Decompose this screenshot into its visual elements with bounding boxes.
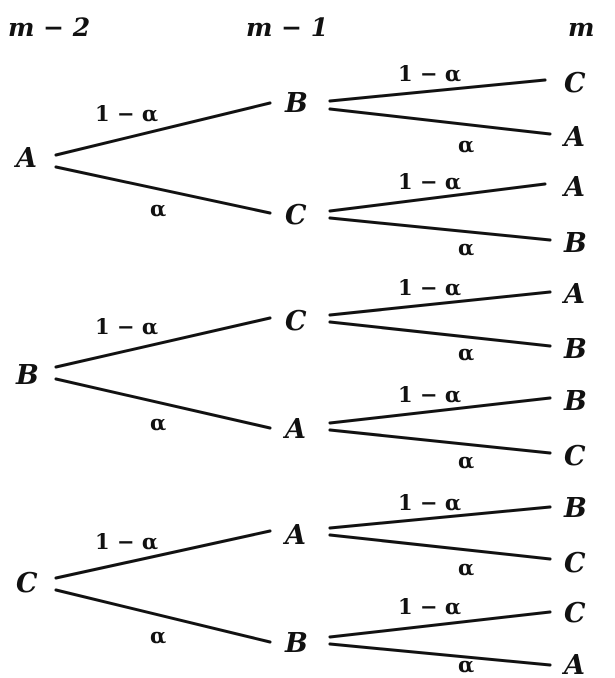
- leaf-node: A: [561, 172, 585, 203]
- mid-node: C: [285, 200, 307, 231]
- edge: [328, 182, 547, 213]
- edge: [328, 505, 552, 530]
- header-m-minus-1: m − 1: [246, 13, 328, 42]
- edge-label: α: [150, 196, 166, 221]
- edge-label: α: [458, 652, 474, 677]
- edge: [328, 396, 552, 425]
- edge-label: 1 − α: [398, 382, 461, 407]
- leaf-node: A: [561, 279, 585, 310]
- tree-2: B 1 − α α C 1 − α α A B A 1 − α α B C: [15, 275, 587, 473]
- leaf-node: C: [564, 68, 586, 99]
- edge: [54, 529, 272, 580]
- edge-label: α: [458, 448, 474, 473]
- edge-label: 1 − α: [398, 275, 461, 300]
- edge-label: 1 − α: [398, 594, 461, 619]
- edge: [328, 533, 552, 561]
- edge-label: 1 − α: [95, 529, 158, 554]
- edge: [328, 78, 547, 103]
- leaf-node: A: [561, 122, 585, 153]
- edge-label: 1 − α: [398, 490, 461, 515]
- edge: [328, 107, 552, 136]
- edge-label: 1 − α: [95, 314, 158, 339]
- leaf-node: B: [563, 228, 587, 259]
- edge: [54, 316, 272, 369]
- edge: [54, 588, 272, 644]
- edge: [328, 428, 552, 455]
- edge: [328, 290, 552, 317]
- leaf-node: C: [564, 441, 586, 472]
- tree-3: C 1 − α α A 1 − α α B C B 1 − α α C A: [16, 490, 587, 678]
- edge-label: 1 − α: [398, 169, 461, 194]
- edge-label: α: [458, 132, 474, 157]
- edge-label: 1 − α: [95, 101, 158, 126]
- root-node-2: B: [15, 360, 39, 391]
- leaf-node: C: [564, 548, 586, 579]
- leaf-node: B: [563, 334, 587, 365]
- edge-label: α: [150, 410, 166, 435]
- mid-node: C: [285, 306, 307, 337]
- leaf-node: B: [563, 386, 587, 417]
- edge-label: 1 − α: [398, 61, 461, 86]
- edge-label: α: [458, 235, 474, 260]
- mid-node: B: [284, 88, 308, 119]
- edge: [328, 642, 552, 667]
- edge: [328, 610, 552, 639]
- edge: [54, 377, 272, 430]
- header-m: m: [568, 13, 594, 42]
- leaf-node: C: [564, 598, 586, 629]
- edge-label: α: [458, 555, 474, 580]
- edge: [328, 320, 552, 348]
- mid-node: B: [284, 628, 308, 659]
- edge: [54, 165, 272, 215]
- tree-1: A 1 − α α B 1 − α α C A C 1 − α α A B: [13, 61, 587, 260]
- mid-node: A: [282, 414, 306, 445]
- leaf-node: A: [561, 650, 585, 678]
- leaf-node: B: [563, 493, 587, 524]
- edge-label: α: [150, 623, 166, 648]
- edge: [328, 216, 552, 242]
- edge-label: α: [458, 340, 474, 365]
- header-m-minus-2: m − 2: [8, 13, 90, 42]
- mid-node: A: [282, 520, 306, 551]
- root-node-3: C: [16, 568, 38, 599]
- root-node-1: A: [13, 143, 37, 174]
- edge: [54, 101, 272, 157]
